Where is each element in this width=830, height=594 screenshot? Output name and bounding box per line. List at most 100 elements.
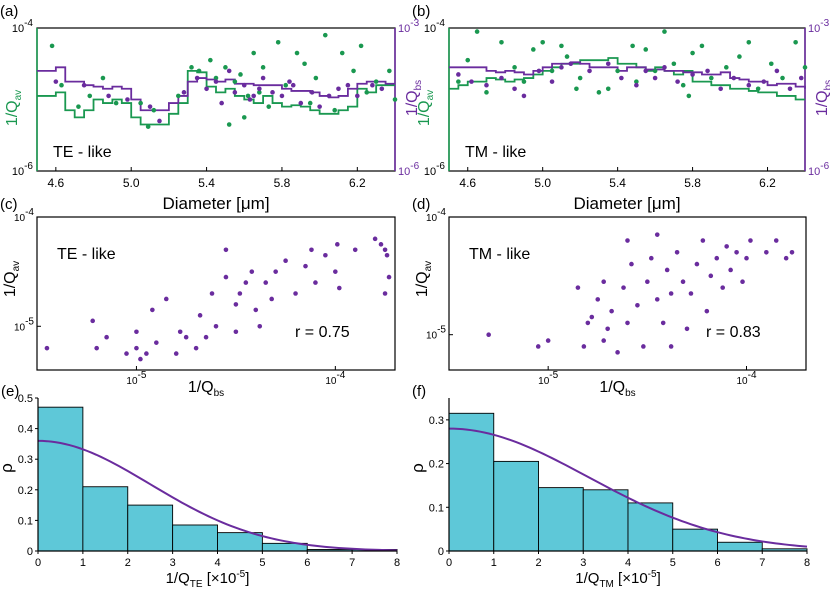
data-point <box>773 238 779 243</box>
data-point-green <box>245 93 251 99</box>
data-point <box>90 318 95 324</box>
data-point <box>333 269 338 274</box>
y-axis-label-right: 1/Qbs <box>404 80 424 116</box>
data-point-green <box>223 65 228 70</box>
panel-annotation: TM - like <box>465 144 526 161</box>
data-point-purple <box>499 75 504 81</box>
data-point-purple <box>761 79 767 84</box>
data-point-purple <box>718 86 723 92</box>
data-point-green <box>100 75 106 81</box>
data-point <box>163 296 169 302</box>
data-point-purple <box>605 61 611 67</box>
x-tick-label: 8 <box>394 557 400 569</box>
data-point-green <box>540 40 545 45</box>
data-point-green <box>322 32 328 38</box>
y-right-tick-label: 10-6 <box>398 161 420 178</box>
data-point-purple <box>568 61 574 67</box>
data-point <box>625 238 630 243</box>
data-point-purple <box>336 86 341 92</box>
y-tick-label: 0.3 <box>429 415 444 427</box>
data-point-purple <box>219 100 224 106</box>
x-tick-label: 8 <box>804 557 810 569</box>
data-point-purple <box>232 90 238 95</box>
data-point-green <box>512 65 517 70</box>
data-point-purple <box>287 79 292 84</box>
y-left-tick-label: 10-4 <box>12 18 34 35</box>
data-point-green <box>260 65 266 70</box>
y-axis-label-left: 1/Qav <box>4 90 24 126</box>
data-point <box>257 323 263 329</box>
data-point-green <box>643 47 649 52</box>
data-point-green <box>780 75 785 81</box>
data-point <box>223 247 229 253</box>
data-point-green <box>549 68 555 74</box>
data-point-purple <box>619 75 624 81</box>
x-tick-label: 5.8 <box>684 176 701 190</box>
x-tick-label: 1 <box>491 557 497 569</box>
panel-annotation: TM - like <box>469 246 530 263</box>
data-point-green <box>232 79 238 84</box>
panel-a: 4.6 5.0 5.4 5.8 6.2 10-4 10-6 10-3 10-6 1/Qav 1/Qb… <box>0 3 424 213</box>
y-left-tick-label: 10-4 <box>424 18 446 35</box>
data-point-green <box>59 82 64 88</box>
data-point-green <box>351 68 356 74</box>
data-point-purple <box>247 97 253 102</box>
data-point <box>595 297 601 302</box>
data-point-purple <box>643 68 649 74</box>
panel-label: (e) <box>1 383 19 400</box>
y-axis-label: 1/Qav <box>414 261 434 297</box>
data-point <box>585 320 591 326</box>
data-point-green <box>709 75 714 81</box>
fit-curve <box>448 427 808 548</box>
x-tick-label: 5.4 <box>198 176 215 190</box>
y-axis-label-right: 1/Qbs <box>814 80 830 116</box>
x-tick-label: 4 <box>625 557 631 569</box>
data-point-purple <box>662 65 667 70</box>
y-right-tick-label: 10-3 <box>398 18 420 35</box>
data-point <box>641 344 646 349</box>
x-tick-label: 5.0 <box>534 176 551 190</box>
data-point-purple <box>675 79 680 84</box>
data-point-green <box>332 107 338 113</box>
series-line-green <box>37 70 395 126</box>
data-point-purple <box>279 93 285 99</box>
data-point-purple <box>746 82 752 88</box>
data-point <box>605 326 610 332</box>
data-point-green <box>474 29 480 34</box>
x-tick-label: 5.4 <box>609 176 626 190</box>
data-point-purple <box>260 75 266 81</box>
data-point <box>615 350 620 355</box>
y-left-tick-label: 10-6 <box>424 161 446 178</box>
data-point <box>694 261 700 267</box>
data-point-green <box>465 57 471 63</box>
data-point <box>352 247 358 253</box>
data-point <box>203 334 209 340</box>
x-tick-label: 5.8 <box>274 176 291 190</box>
data-point <box>134 345 139 351</box>
x-tick-label: 6.2 <box>349 176 366 190</box>
data-point-green <box>690 50 695 56</box>
data-point-green <box>275 40 281 45</box>
data-point <box>664 267 670 273</box>
data-point-green <box>671 61 677 67</box>
data-point <box>197 313 203 318</box>
data-point-purple <box>309 90 315 95</box>
data-point <box>150 307 155 313</box>
data-point <box>303 263 308 269</box>
data-point-green <box>574 86 579 92</box>
data-point-green <box>746 40 752 45</box>
data-point <box>223 274 229 280</box>
panel-annotation: TE - like <box>57 246 116 263</box>
x-tick-label: 4.6 <box>459 176 476 190</box>
histogram-bar <box>127 504 174 552</box>
data-point-green <box>313 75 319 81</box>
data-point-purple <box>549 79 555 84</box>
data-point-green <box>680 82 686 88</box>
histogram-bar <box>627 502 674 552</box>
x-tick-label: 4.6 <box>47 176 64 190</box>
data-point-green <box>577 75 583 81</box>
correlation-label: r = 0.75 <box>295 324 350 341</box>
data-point-purple <box>317 104 322 109</box>
data-point-green <box>652 68 658 74</box>
x-tick-label: 2 <box>535 557 541 569</box>
